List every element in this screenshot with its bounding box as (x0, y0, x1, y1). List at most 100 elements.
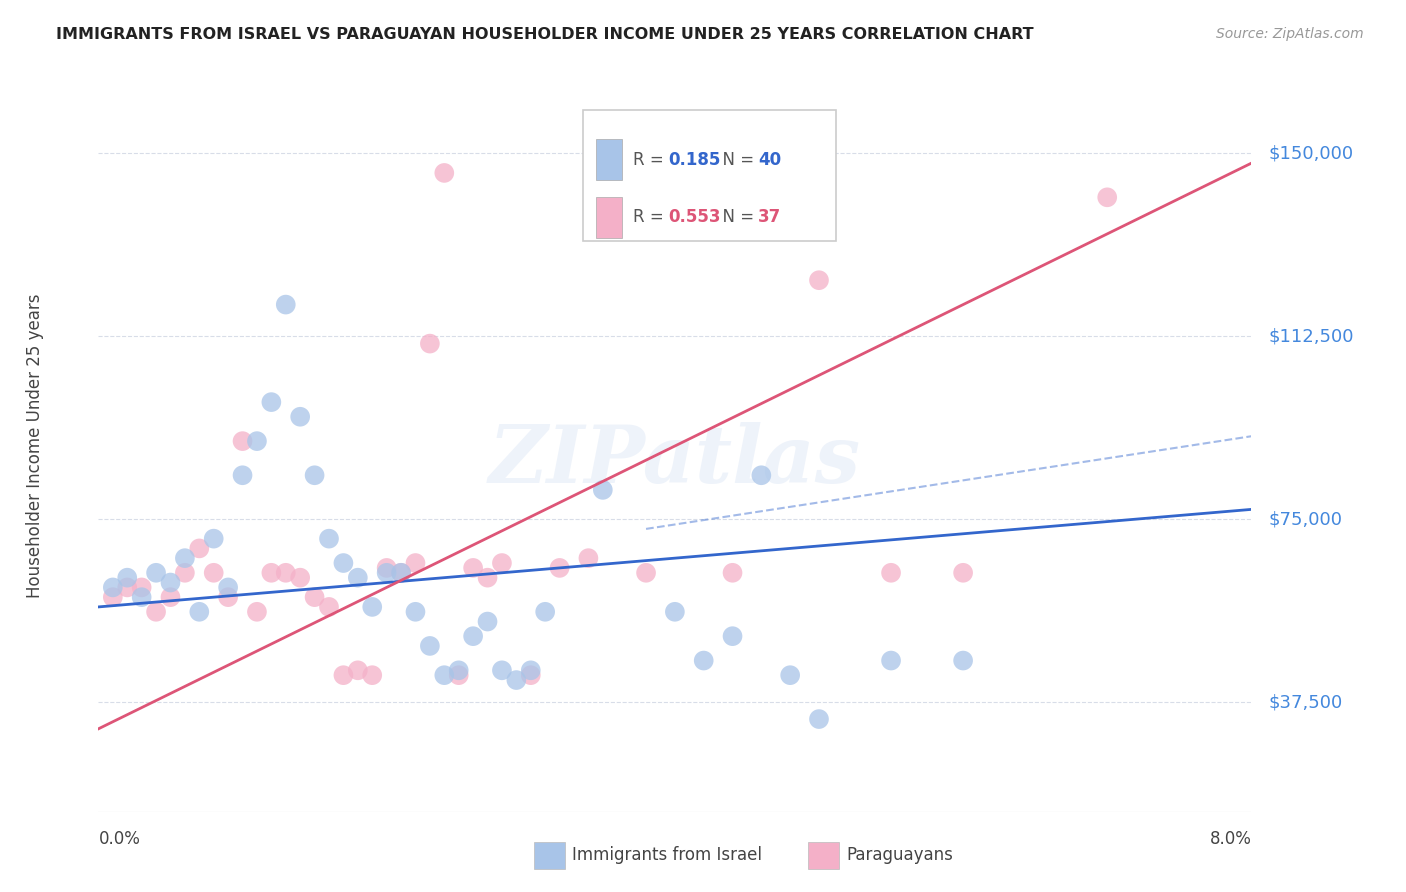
Text: 0.185: 0.185 (668, 151, 720, 169)
Point (304, 468, 326, 483)
Point (636, 566, 658, 580)
Point (433, 166, 456, 180)
Text: N =: N = (711, 209, 759, 227)
Text: $150,000: $150,000 (1268, 145, 1354, 162)
Point (217, 590, 239, 604)
Point (231, 468, 254, 483)
Text: Paraguayans: Paraguayans (846, 847, 953, 864)
Text: 40: 40 (758, 151, 780, 169)
Point (880, 654, 903, 668)
Point (477, 571, 499, 585)
Text: Householder Income Under 25 years: Householder Income Under 25 years (25, 293, 44, 599)
Point (779, 668, 801, 682)
Point (318, 599, 340, 614)
Point (491, 556, 513, 570)
Point (260, 566, 283, 580)
Point (361, 599, 384, 614)
Point (880, 566, 903, 580)
Text: 0.553: 0.553 (668, 209, 720, 227)
Point (534, 605, 557, 619)
Point (433, 668, 456, 682)
Point (318, 532, 340, 546)
Point (491, 663, 513, 677)
Point (447, 668, 470, 682)
Point (202, 566, 225, 580)
Point (592, 483, 614, 497)
Point (131, 590, 153, 604)
Point (447, 663, 470, 677)
Text: ZIPatlas: ZIPatlas (489, 422, 860, 500)
Point (231, 434, 254, 449)
Point (952, 566, 974, 580)
Point (260, 395, 283, 409)
Point (361, 668, 384, 682)
Point (461, 629, 484, 643)
Point (405, 605, 427, 619)
Point (461, 561, 484, 575)
Point (693, 654, 716, 668)
Point (101, 581, 124, 595)
Point (578, 551, 600, 566)
Point (389, 566, 412, 580)
Point (174, 566, 197, 580)
Point (519, 668, 541, 682)
FancyBboxPatch shape (582, 110, 837, 241)
Point (419, 639, 441, 653)
Point (952, 654, 974, 668)
Point (145, 566, 167, 580)
Bar (596, 139, 621, 179)
Point (101, 590, 124, 604)
Text: $37,500: $37,500 (1268, 693, 1343, 711)
Text: 37: 37 (758, 209, 782, 227)
Point (159, 575, 181, 590)
Point (721, 566, 744, 580)
Point (346, 663, 368, 677)
Text: R =: R = (633, 209, 669, 227)
Text: N =: N = (711, 151, 759, 169)
Point (807, 712, 830, 726)
Point (188, 541, 211, 556)
Point (202, 532, 225, 546)
Point (664, 605, 686, 619)
Point (188, 605, 211, 619)
Point (274, 566, 297, 580)
Point (246, 434, 269, 449)
Point (721, 629, 744, 643)
Text: R =: R = (633, 151, 669, 169)
Text: 8.0%: 8.0% (1209, 830, 1251, 848)
Point (419, 336, 441, 351)
Point (274, 297, 297, 311)
Point (217, 581, 239, 595)
Point (145, 605, 167, 619)
Point (332, 668, 354, 682)
Point (375, 561, 398, 575)
Point (519, 663, 541, 677)
Point (290, 571, 312, 585)
Point (405, 556, 427, 570)
Point (159, 590, 181, 604)
Point (117, 571, 138, 585)
Text: 0.0%: 0.0% (98, 830, 141, 848)
Text: Immigrants from Israel: Immigrants from Israel (572, 847, 762, 864)
Point (290, 409, 312, 424)
Point (505, 673, 527, 687)
Text: IMMIGRANTS FROM ISRAEL VS PARAGUAYAN HOUSEHOLDER INCOME UNDER 25 YEARS CORRELATI: IMMIGRANTS FROM ISRAEL VS PARAGUAYAN HOU… (56, 27, 1033, 42)
Text: $112,500: $112,500 (1268, 327, 1354, 345)
Point (346, 571, 368, 585)
Point (807, 273, 830, 287)
Point (751, 468, 773, 483)
Point (332, 556, 354, 570)
Point (548, 561, 571, 575)
Point (246, 605, 269, 619)
Point (304, 590, 326, 604)
Point (477, 615, 499, 629)
Bar (596, 197, 621, 237)
Point (131, 581, 153, 595)
Point (389, 566, 412, 580)
Point (174, 551, 197, 566)
Point (375, 566, 398, 580)
Text: $75,000: $75,000 (1268, 510, 1343, 528)
Point (117, 581, 138, 595)
Text: Source: ZipAtlas.com: Source: ZipAtlas.com (1216, 27, 1364, 41)
Point (1097, 190, 1119, 204)
